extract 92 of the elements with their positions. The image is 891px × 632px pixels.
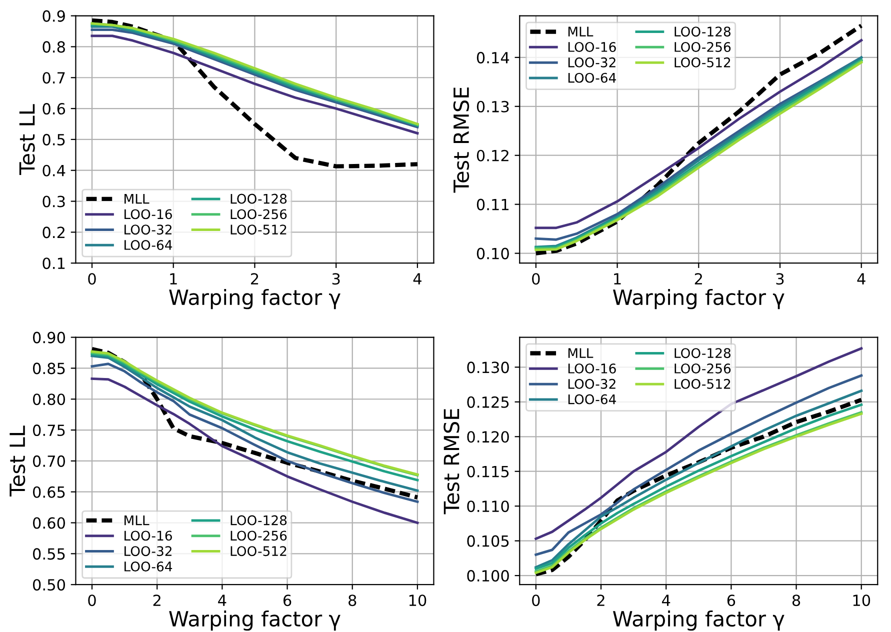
legend-label: MLL	[124, 515, 150, 526]
x-tick-label: 4	[413, 273, 422, 284]
legend-label: LOO-64	[568, 72, 616, 83]
line-series	[534, 347, 863, 540]
legend-label: LOO-256	[230, 530, 287, 541]
legend-label: MLL	[568, 26, 594, 36]
legend-label: LOO-128	[674, 26, 730, 37]
x-tick-label: 8	[792, 594, 800, 606]
legend-label: MLL	[568, 348, 594, 358]
y-tick-label: 0.3	[42, 196, 65, 208]
legend-label: LOO-256	[230, 209, 287, 220]
x-tick-label: 0	[532, 594, 540, 606]
x-tick-label: 0	[88, 594, 96, 606]
y-axis-title: Test LL	[19, 104, 35, 175]
x-tick-label: 1	[614, 273, 621, 284]
legend-label: LOO-256	[674, 363, 731, 374]
legend-label: MLL	[124, 194, 150, 204]
y-tick-label: 0.75	[33, 424, 65, 436]
legend-label: LOO-512	[674, 378, 730, 389]
x-tick-label: 6	[283, 594, 292, 606]
y-tick-label: 0.55	[33, 548, 65, 560]
y-tick-label: 0.105	[467, 535, 509, 547]
x-tick-label: 3	[776, 273, 784, 285]
x-tick-label: 8	[348, 594, 356, 606]
legend-label: LOO-512	[230, 546, 286, 556]
legend-label: LOO-16	[568, 42, 616, 52]
legend-label: LOO-32	[568, 378, 616, 389]
legend-label: LOO-64	[568, 394, 616, 404]
legend-label: LOO-16	[124, 209, 172, 220]
y-tick-label: 0.14	[476, 52, 510, 64]
y-tick-label: 0.2	[42, 226, 64, 238]
legend-label: LOO-512	[230, 224, 286, 235]
y-tick-label: 0.13	[476, 100, 509, 112]
x-tick-label: 10	[853, 594, 870, 606]
y-tick-label: 0.110	[467, 500, 509, 512]
y-tick-label: 0.11	[476, 198, 509, 210]
legend-label: LOO-16	[124, 530, 172, 541]
x-tick-label: 0	[532, 273, 540, 285]
legend-label: LOO-128	[230, 194, 287, 204]
legend-label: LOO-16	[568, 363, 616, 374]
y-tick-label: 0.115	[467, 466, 509, 478]
x-tick-label: 4	[662, 594, 670, 606]
y-axis-title: Test LL	[10, 426, 26, 496]
legend-label: LOO-128	[674, 348, 730, 358]
y-tick-label: 0.7	[42, 72, 65, 84]
y-tick-label: 0.60	[33, 517, 65, 529]
x-axis-title: Warping factor γ	[613, 610, 784, 631]
y-tick-label: 0.120	[467, 431, 509, 443]
x-tick-label: 2	[597, 594, 604, 606]
legend-label: LOO-32	[124, 546, 172, 556]
x-tick-label: 2	[250, 273, 258, 284]
y-axis-title: Test RMSE	[444, 409, 460, 514]
line-series	[534, 24, 864, 256]
y-tick-label: 0.85	[33, 362, 65, 374]
y-tick-label: 0.65	[33, 486, 65, 498]
x-tick-label: 2	[694, 273, 702, 284]
legend-label: LOO-256	[674, 42, 731, 52]
y-tick-label: 0.1	[42, 258, 65, 270]
legend-label: LOO-64	[124, 562, 172, 572]
y-tick-label: 0.70	[33, 455, 65, 467]
x-axis-title: Warping factor γ	[169, 289, 340, 310]
y-tick-label: 0.80	[33, 394, 65, 406]
y-tick-label: 0.6	[42, 103, 66, 115]
line-series	[90, 377, 419, 524]
y-tick-label: 0.5	[42, 134, 65, 146]
y-tick-label: 0.8	[42, 41, 65, 53]
line-series	[90, 18, 420, 168]
legend-label: LOO-64	[124, 240, 172, 250]
legend-label: LOO-512	[674, 57, 730, 68]
x-tick-label: 3	[332, 273, 340, 285]
x-axis-title: Warping factor γ	[169, 610, 340, 631]
legend-label: LOO-32	[124, 224, 172, 235]
legend-label: LOO-32	[568, 57, 616, 68]
y-tick-label: 0.12	[476, 150, 508, 162]
x-tick-label: 4	[857, 273, 866, 284]
y-tick-label: 0.9	[42, 10, 65, 22]
legend-label: LOO-128	[230, 515, 287, 526]
y-tick-label: 0.4	[42, 164, 66, 176]
x-tick-label: 0	[88, 273, 96, 285]
x-tick-label: 4	[218, 594, 226, 606]
y-tick-label: 0.125	[467, 396, 509, 408]
x-tick-label: 1	[170, 273, 177, 284]
y-tick-label: 0.100	[467, 570, 509, 582]
y-axis-title: Test RMSE	[453, 88, 470, 193]
y-tick-label: 0.130	[467, 362, 509, 374]
x-tick-label: 2	[153, 594, 160, 606]
y-tick-label: 0.50	[33, 579, 65, 591]
y-tick-label: 0.10	[476, 248, 509, 260]
x-tick-label: 6	[727, 594, 736, 606]
y-tick-label: 0.90	[33, 332, 65, 344]
x-axis-title: Warping factor γ	[613, 289, 784, 310]
x-tick-label: 10	[409, 594, 426, 606]
